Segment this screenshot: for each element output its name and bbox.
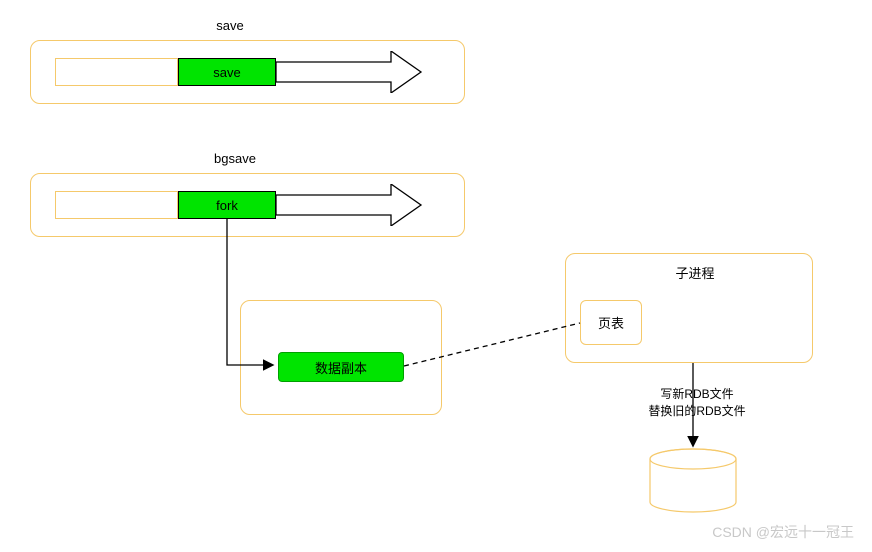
copy-green-label: 数据副本 xyxy=(315,358,367,377)
db-text-block: 写新RDB文件 替换旧的RDB文件 xyxy=(632,386,762,420)
db-text1: 写新RDB文件 xyxy=(632,386,762,403)
bgsave-title: bgsave xyxy=(200,151,270,166)
page-table-box: 页表 xyxy=(580,300,642,345)
bgsave-pre-box xyxy=(55,191,178,219)
save-arrow xyxy=(276,51,426,93)
save-green-label: save xyxy=(213,65,240,80)
watermark: CSDN @宏远十一冠王 xyxy=(712,522,854,542)
copy-green-box: 数据副本 xyxy=(278,352,404,382)
bgsave-arrow xyxy=(276,184,426,226)
bgsave-green-label: fork xyxy=(216,198,238,213)
page-table-label: 页表 xyxy=(598,313,624,332)
child-title: 子进程 xyxy=(665,263,725,282)
db-text2: 替换旧的RDB文件 xyxy=(632,403,762,420)
save-pre-box xyxy=(55,58,178,86)
db-cylinder xyxy=(648,448,738,514)
bgsave-green-box: fork xyxy=(178,191,276,219)
save-title: save xyxy=(200,18,260,33)
save-green-box: save xyxy=(178,58,276,86)
